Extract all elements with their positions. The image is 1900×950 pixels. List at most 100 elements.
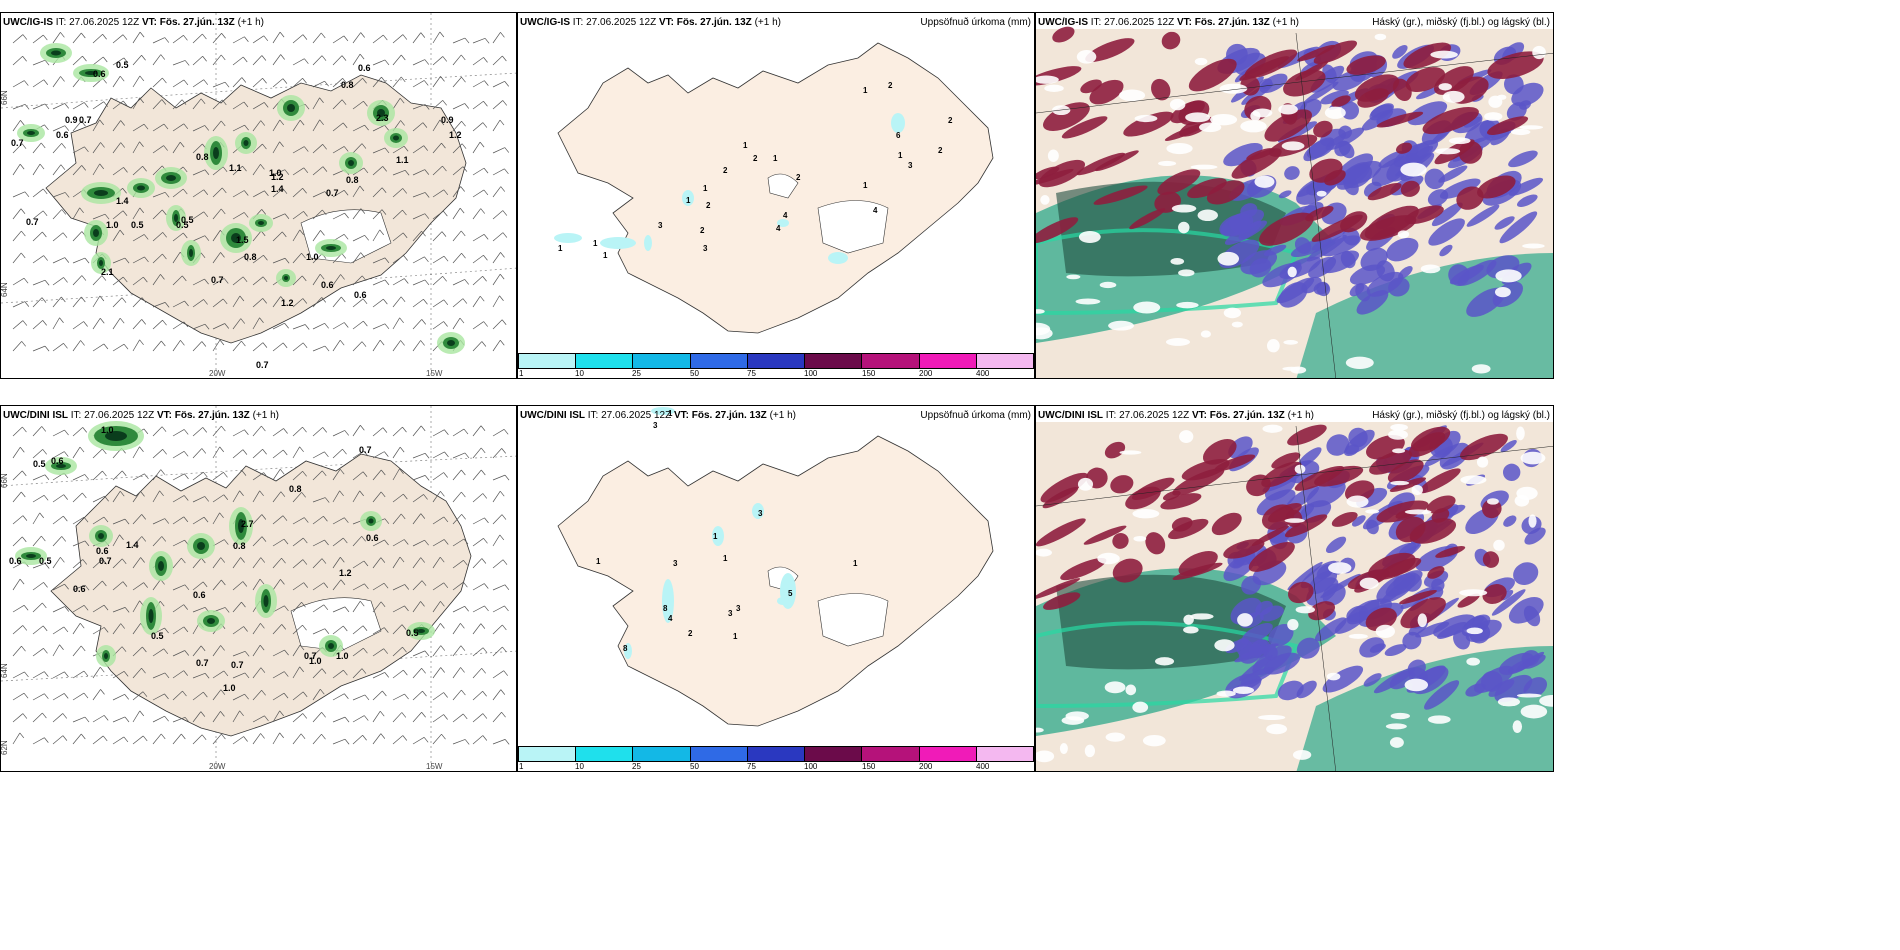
lon-label: 20W [209, 762, 226, 771]
rain-amount-label: 0.7 [231, 660, 244, 670]
rain-patches [17, 43, 465, 354]
colorbar-tick: 200 [919, 369, 933, 378]
rain-amount-label: 0.5 [176, 220, 189, 230]
panel-title: UWC/DINI ISL IT: 27.06.2025 12Z VT: Fös.… [1038, 410, 1314, 421]
cloud-map [1036, 26, 1553, 378]
precip-amount-label: 2 [700, 226, 705, 235]
rain-amount-label: 1.0 [309, 656, 322, 666]
rain-amount-label: 1.4 [126, 540, 139, 550]
cloud-map [1036, 422, 1553, 771]
rain-amount-label: 0.6 [193, 590, 206, 600]
precip-amount-label: 4 [873, 206, 878, 215]
precip-amount-label: 1 [863, 86, 868, 95]
rain-amount-label: 0.7 [79, 115, 92, 125]
precip-patches [554, 113, 905, 264]
precip-colorbar [518, 353, 1034, 369]
precip-amount-label: 4 [776, 224, 781, 233]
panel-title: UWC/IG-IS IT: 27.06.2025 12Z VT: Fös. 27… [3, 17, 264, 28]
rain-amount-label: 0.7 [196, 658, 209, 668]
rain-amount-label: 0.6 [9, 556, 22, 566]
precip-amount-label: 2 [688, 629, 693, 638]
rain-amount-label: 0.6 [96, 546, 109, 556]
colorbar-tick: 150 [862, 369, 876, 378]
rain-amount-label: 0.5 [116, 60, 129, 70]
lat-label: 66N [1, 473, 9, 488]
rain-amount-label: 0.8 [346, 175, 359, 185]
rain-amount-label: 0.7 [211, 275, 224, 285]
rain-amount-label: 0.7 [26, 217, 39, 227]
rain-amount-label: 1.4 [271, 184, 284, 194]
precip-amount-label: 1 [723, 554, 728, 563]
panel-subtitle: Uppsöfnuð úrkoma (mm) [920, 410, 1031, 421]
precip-amount-label: 3 [653, 421, 658, 430]
precip-amount-label: 2 [796, 173, 801, 182]
lon-label: 20W [209, 369, 226, 378]
rain-amount-label: 0.6 [93, 69, 106, 79]
rain-amount-label: 2.3 [376, 113, 389, 123]
panel-title: UWC/DINI ISL IT: 27.06.2025 12Z VT: Fös.… [520, 410, 796, 421]
rain-amount-label: 1.4 [116, 196, 129, 206]
colorbar-tick: 150 [862, 762, 876, 771]
precip-amount-label: 3 [758, 509, 763, 518]
panel-subtitle: Háský (gr.), miðský (fj.bl.) og lágský (… [1372, 17, 1550, 28]
precip-amount-label: 3 [673, 559, 678, 568]
rain-amount-label: 0.5 [151, 631, 164, 641]
precip-amount-label: 8 [663, 604, 668, 613]
iceland-landmass [45, 74, 467, 344]
rain-amount-label: 0.8 [289, 484, 302, 494]
rain-amount-label: 0.7 [359, 445, 372, 455]
rain-amount-label: 1.2 [339, 568, 352, 578]
rain-amount-label: 0.6 [354, 290, 367, 300]
panel-title: UWC/DINI ISL IT: 27.06.2025 12Z VT: Fös.… [3, 410, 279, 421]
colorbar-tick: 50 [690, 369, 699, 378]
precip-amount-label: 1 [773, 154, 778, 163]
rain-amount-label: 0.6 [51, 456, 64, 466]
precip-amount-label: 2 [948, 116, 953, 125]
colorbar-tick: 400 [976, 762, 990, 771]
rain-amount-label: 0.8 [233, 541, 246, 551]
colorbar-tick: 75 [747, 762, 756, 771]
rain-amount-label: 0.7 [326, 188, 339, 198]
precip-amount-label: 3 [736, 604, 741, 613]
precip-amount-label: 3 [658, 221, 663, 230]
rain-amount-label: 0.6 [321, 280, 334, 290]
rain-amount-label: 0.9 [65, 115, 78, 125]
rain-amount-label: 0.7 [99, 556, 112, 566]
precip-amount-label: 3 [703, 244, 708, 253]
precip-colorbar [518, 746, 1034, 762]
rain-amount-label: 0.7 [256, 360, 269, 370]
rain-amount-label: 1.2 [271, 172, 284, 182]
colorbar-tick: 75 [747, 369, 756, 378]
precip-amount-label: 1 [853, 559, 858, 568]
precip-amount-label: 3 [908, 161, 913, 170]
precip-amount-label: 5 [788, 589, 793, 598]
rain-patches [15, 421, 435, 667]
colorbar-tick: 100 [804, 762, 818, 771]
colorbar-tick: 400 [976, 369, 990, 378]
lat-label: 66N [1, 90, 9, 105]
precip-amount-label: 1 [603, 251, 608, 260]
rain-amount-label: 1.2 [281, 298, 294, 308]
lon-label: 15W [426, 369, 443, 378]
lat-label: 64N [1, 282, 9, 297]
rain-amount-label: 1.0 [269, 168, 282, 178]
precip-amount-label: 2 [938, 146, 943, 155]
rain-amount-label: 0.5 [131, 220, 144, 230]
rain-amount-label: 2.1 [101, 267, 114, 277]
precip-panel-bottom: UWC/DINI ISL IT: 27.06.2025 12Z VT: Fös.… [517, 405, 1035, 772]
panel-subtitle: Uppsöfnuð úrkoma (mm) [920, 17, 1031, 28]
precip-amount-label: 1 [558, 244, 563, 253]
rain-amount-label: 1.0 [223, 683, 236, 693]
precip-amount-label: 4 [783, 211, 788, 220]
colorbar-tick: 50 [690, 762, 699, 771]
precip-amount-label: 2 [888, 81, 893, 90]
rain-amount-label: 0.5 [406, 628, 419, 638]
precip-panel-top: UWC/IG-IS IT: 27.06.2025 12Z VT: Fös. 27… [517, 12, 1035, 379]
wind-map: 0.60.50.70.90.60.70.51.00.81.12.10.80.50… [1, 13, 516, 378]
rain-amount-label: 1.2 [449, 130, 462, 140]
panel-title: UWC/IG-IS IT: 27.06.2025 12Z VT: Fös. 27… [1038, 17, 1299, 28]
colorbar-tick: 1 [519, 369, 524, 378]
rain-amount-label: 0.6 [73, 584, 86, 594]
precip-amount-label: 2 [753, 154, 758, 163]
